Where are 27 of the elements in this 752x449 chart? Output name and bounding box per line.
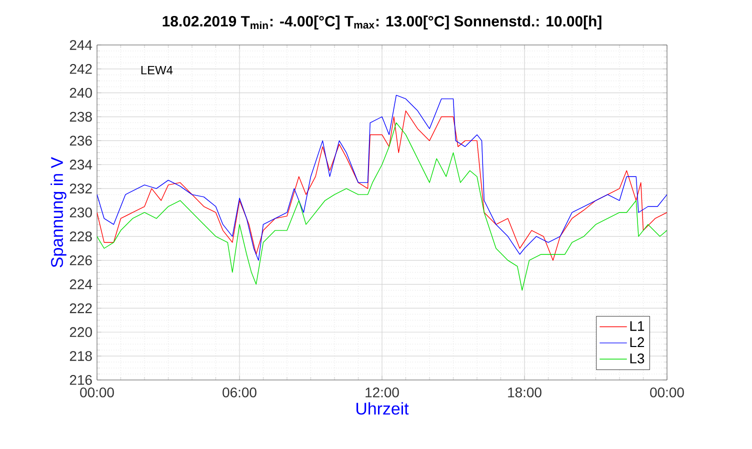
y-tick-label: 218 [70,351,92,361]
y-tick-label: 234 [70,160,92,170]
legend-label: L2 [630,337,644,348]
y-tick-label: 228 [70,231,92,242]
x-tick-label: 00:00 [80,387,114,398]
y-tick-label: 236 [70,136,92,146]
y-tick-label: 226 [70,255,92,266]
y-tick-label: 232 [70,184,92,194]
chart-title: 18.02.2019 T$_{min}$: -4.00[°C] T$_{max}$: 13.00[°C] Sonnenstd.: 10.00[h] [162,16,602,30]
y-axis-title: Spannung in V [50,157,66,268]
x-axis-title: Uhrzeit [356,402,409,415]
y-tick-label: 216 [70,375,92,385]
y-tick-label: 242 [70,64,92,74]
y-tick-label: 240 [70,88,92,98]
legend-label: L3 [630,354,644,364]
y-tick-label: 244 [70,40,92,50]
x-tick-label: 12:00 [366,387,399,398]
y-tick-label: 238 [70,112,92,122]
legend-label: L1 [630,321,644,331]
y-tick-label: 220 [70,327,92,338]
x-tick-label: 06:00 [222,387,256,398]
x-tick-label: 18:00 [508,387,542,398]
annotation: LEW4 [141,66,173,74]
y-tick-label: 230 [70,208,92,218]
y-tick-label: 222 [70,303,92,314]
x-tick-label: 00:00 [650,387,684,398]
y-tick-label: 224 [70,279,92,290]
